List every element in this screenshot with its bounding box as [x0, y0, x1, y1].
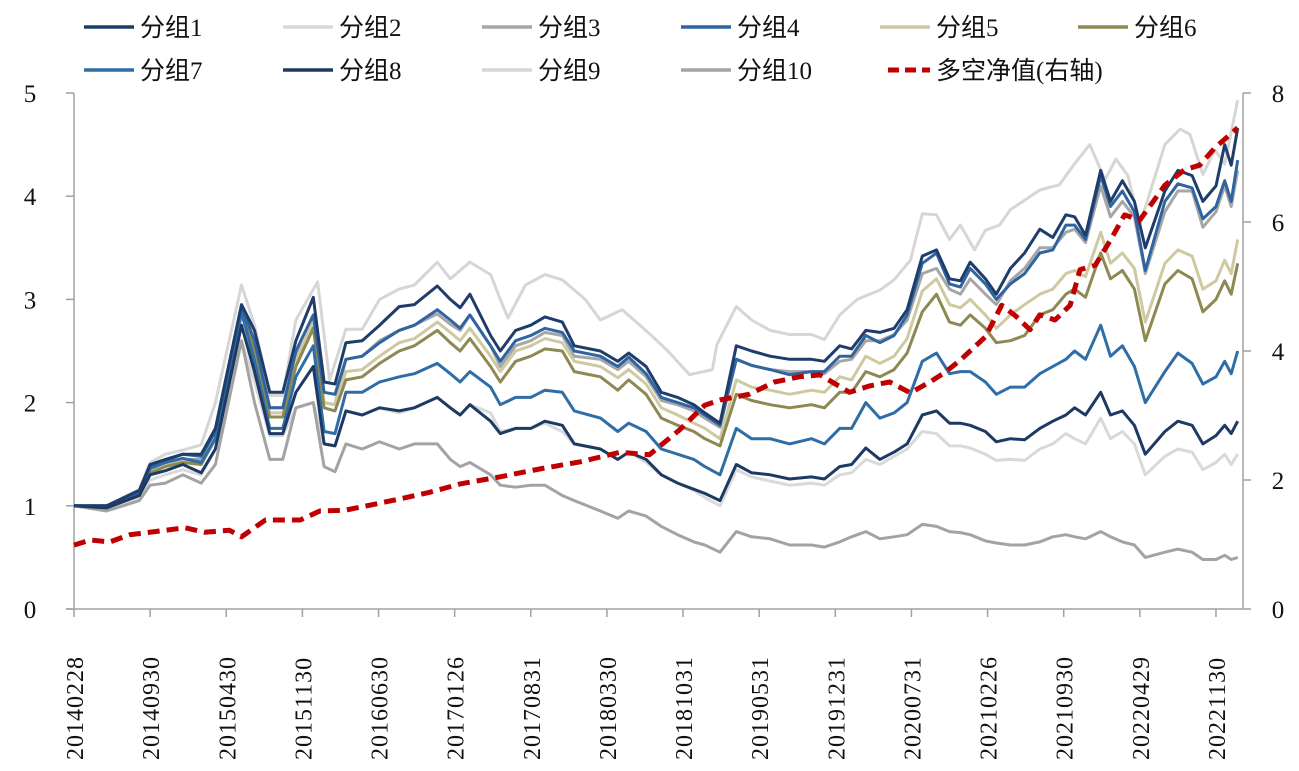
series-line-6: [73, 251, 1240, 510]
x-tick-label: 20190531: [748, 656, 774, 760]
legend-label: 分组8: [339, 57, 402, 85]
x-tick-label: 20181031: [672, 656, 698, 760]
left-y-tick-label: 4: [24, 184, 37, 211]
legend-label: 分组6: [1134, 14, 1197, 42]
legend-item: 分组4: [681, 14, 800, 42]
right-y-tick-label: 6: [1272, 210, 1285, 237]
legend-item: 分组8: [283, 57, 402, 85]
legend-item: 分组3: [482, 14, 601, 42]
left-y-tick-label: 2: [24, 391, 37, 418]
legend: 分组1 分组2 分组3 分组4 分组5 分组6 分组7 分组8 分组9 分组10 多空净值(右轴): [84, 14, 1197, 85]
legend-label: 分组7: [140, 57, 203, 85]
series-line-9: [74, 99, 1240, 508]
series-line-long-short: [73, 125, 1240, 548]
left-y-tick-label: 0: [24, 597, 37, 624]
x-tick-label: 20200731: [900, 656, 926, 760]
series-line-2: [73, 339, 1239, 512]
x-tick-label: 20180330: [596, 656, 622, 760]
legend-item: 分组9: [482, 57, 601, 85]
x-tick-label: 20191231: [824, 656, 850, 760]
x-tick-label: 20140930: [139, 656, 165, 760]
legend-item: 分组1: [84, 14, 203, 42]
legend-label: 分组9: [538, 57, 601, 85]
legend-label: 多空净值(右轴): [936, 57, 1103, 85]
plot-area: [73, 99, 1240, 561]
series-line-4: [74, 159, 1240, 508]
left-y-tick-label: 3: [24, 287, 37, 314]
x-ticks: 20140228 20140930 20150430 20151130 20160630…: [63, 609, 1231, 760]
x-tick-label: 20221130: [1205, 657, 1231, 760]
legend-item: 分组5: [880, 14, 999, 42]
left-y-tick-label: 1: [24, 494, 37, 521]
legend-label: 分组5: [936, 14, 999, 42]
legend-label: 分组1: [140, 14, 203, 42]
x-tick-label: 20170831: [520, 656, 546, 760]
series-line-8: [73, 323, 1240, 510]
x-tick-label: 20140228: [63, 656, 89, 760]
legend-item: 分组6: [1078, 14, 1197, 42]
x-tick-label: 20170126: [444, 656, 470, 760]
right-y-tick-label: 4: [1272, 339, 1285, 366]
legend-item: 多空净值(右轴): [888, 57, 1103, 85]
x-tick-label: 20151130: [291, 657, 317, 760]
legend-label: 分组4: [737, 14, 800, 42]
legend-label: 分组3: [538, 14, 601, 42]
legend-item: 分组7: [84, 57, 203, 85]
x-tick-label: 20220429: [1129, 656, 1155, 760]
left-y-tick-label: 5: [24, 81, 37, 108]
series-line-7: [73, 310, 1240, 509]
x-tick-label: 20160630: [368, 656, 394, 760]
x-tick-label: 20150430: [215, 656, 241, 760]
right-y-tick-label: 8: [1272, 81, 1285, 108]
x-tick-label: 20210226: [977, 656, 1003, 760]
series-line-10: [73, 339, 1239, 561]
legend-label: 分组2: [339, 14, 402, 42]
legend-item: 分组10: [681, 57, 812, 85]
left-y-ticks: 0 1 2 3 4 5: [24, 81, 74, 624]
legend-item: 分组2: [283, 14, 402, 42]
series-line-1: [74, 127, 1240, 508]
legend-label: 分组10: [737, 57, 812, 85]
right-y-ticks: 0 2 4 6 8: [1243, 81, 1285, 624]
right-y-tick-label: 2: [1272, 468, 1285, 495]
x-tick-label: 20210930: [1053, 656, 1079, 760]
right-y-tick-label: 0: [1272, 597, 1285, 624]
